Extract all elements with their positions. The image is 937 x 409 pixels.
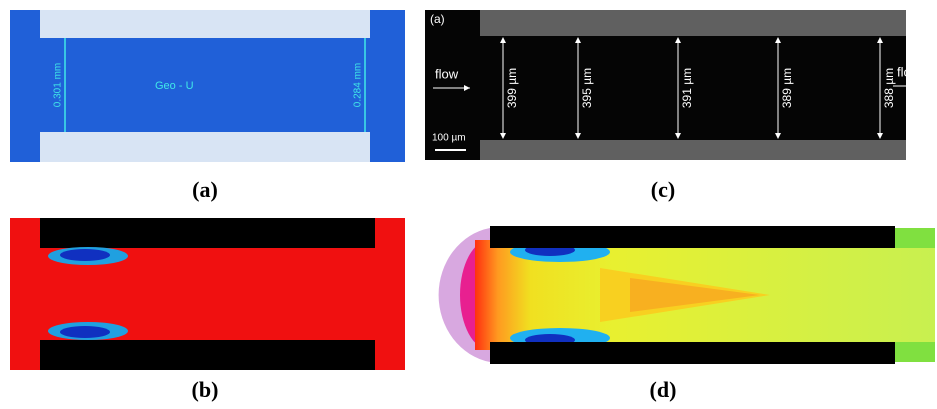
dimension-label: 391 µm [680,68,694,108]
wall [40,132,370,162]
panel-label: (b) [192,377,219,402]
cavitation [60,326,110,338]
panel-d: (d) [439,226,935,402]
panel-b: (b) [10,218,405,402]
dimension-label: 399 µm [505,68,519,108]
figure: 0.301 mm 0.284 mm Geo - U (a) (b) (a) fl… [0,0,937,409]
wall [895,228,935,248]
wall [490,226,895,248]
panel-label: (a) [192,177,218,202]
panel-label: (c) [651,177,675,202]
tag: (a) [430,12,445,26]
annotation: Geo - U [155,80,194,92]
dimension-label: 388 µm [882,68,896,108]
dimension-label: 395 µm [580,68,594,108]
wall [40,218,375,248]
panel-a: 0.301 mm 0.284 mm Geo - U (a) [10,10,405,202]
arrow [924,83,930,89]
wall [40,10,370,38]
panel-c: (a) flow flow 399 µm 395 µm 391 µm 389 µm 38… [425,10,930,202]
cavitation [60,249,110,261]
wall [480,140,906,160]
dimension-label: 0.301 mm [53,63,64,107]
scale-label: 100 µm [432,133,466,144]
wall [480,10,906,36]
flow-label: flow [435,66,459,81]
panel-label: (d) [650,377,677,402]
wall [490,342,895,364]
wall [40,340,375,370]
dimension-label: 389 µm [780,68,794,108]
flow-label: flow [897,64,921,79]
dimension-label: 0.284 mm [353,63,364,107]
wall [895,342,935,362]
